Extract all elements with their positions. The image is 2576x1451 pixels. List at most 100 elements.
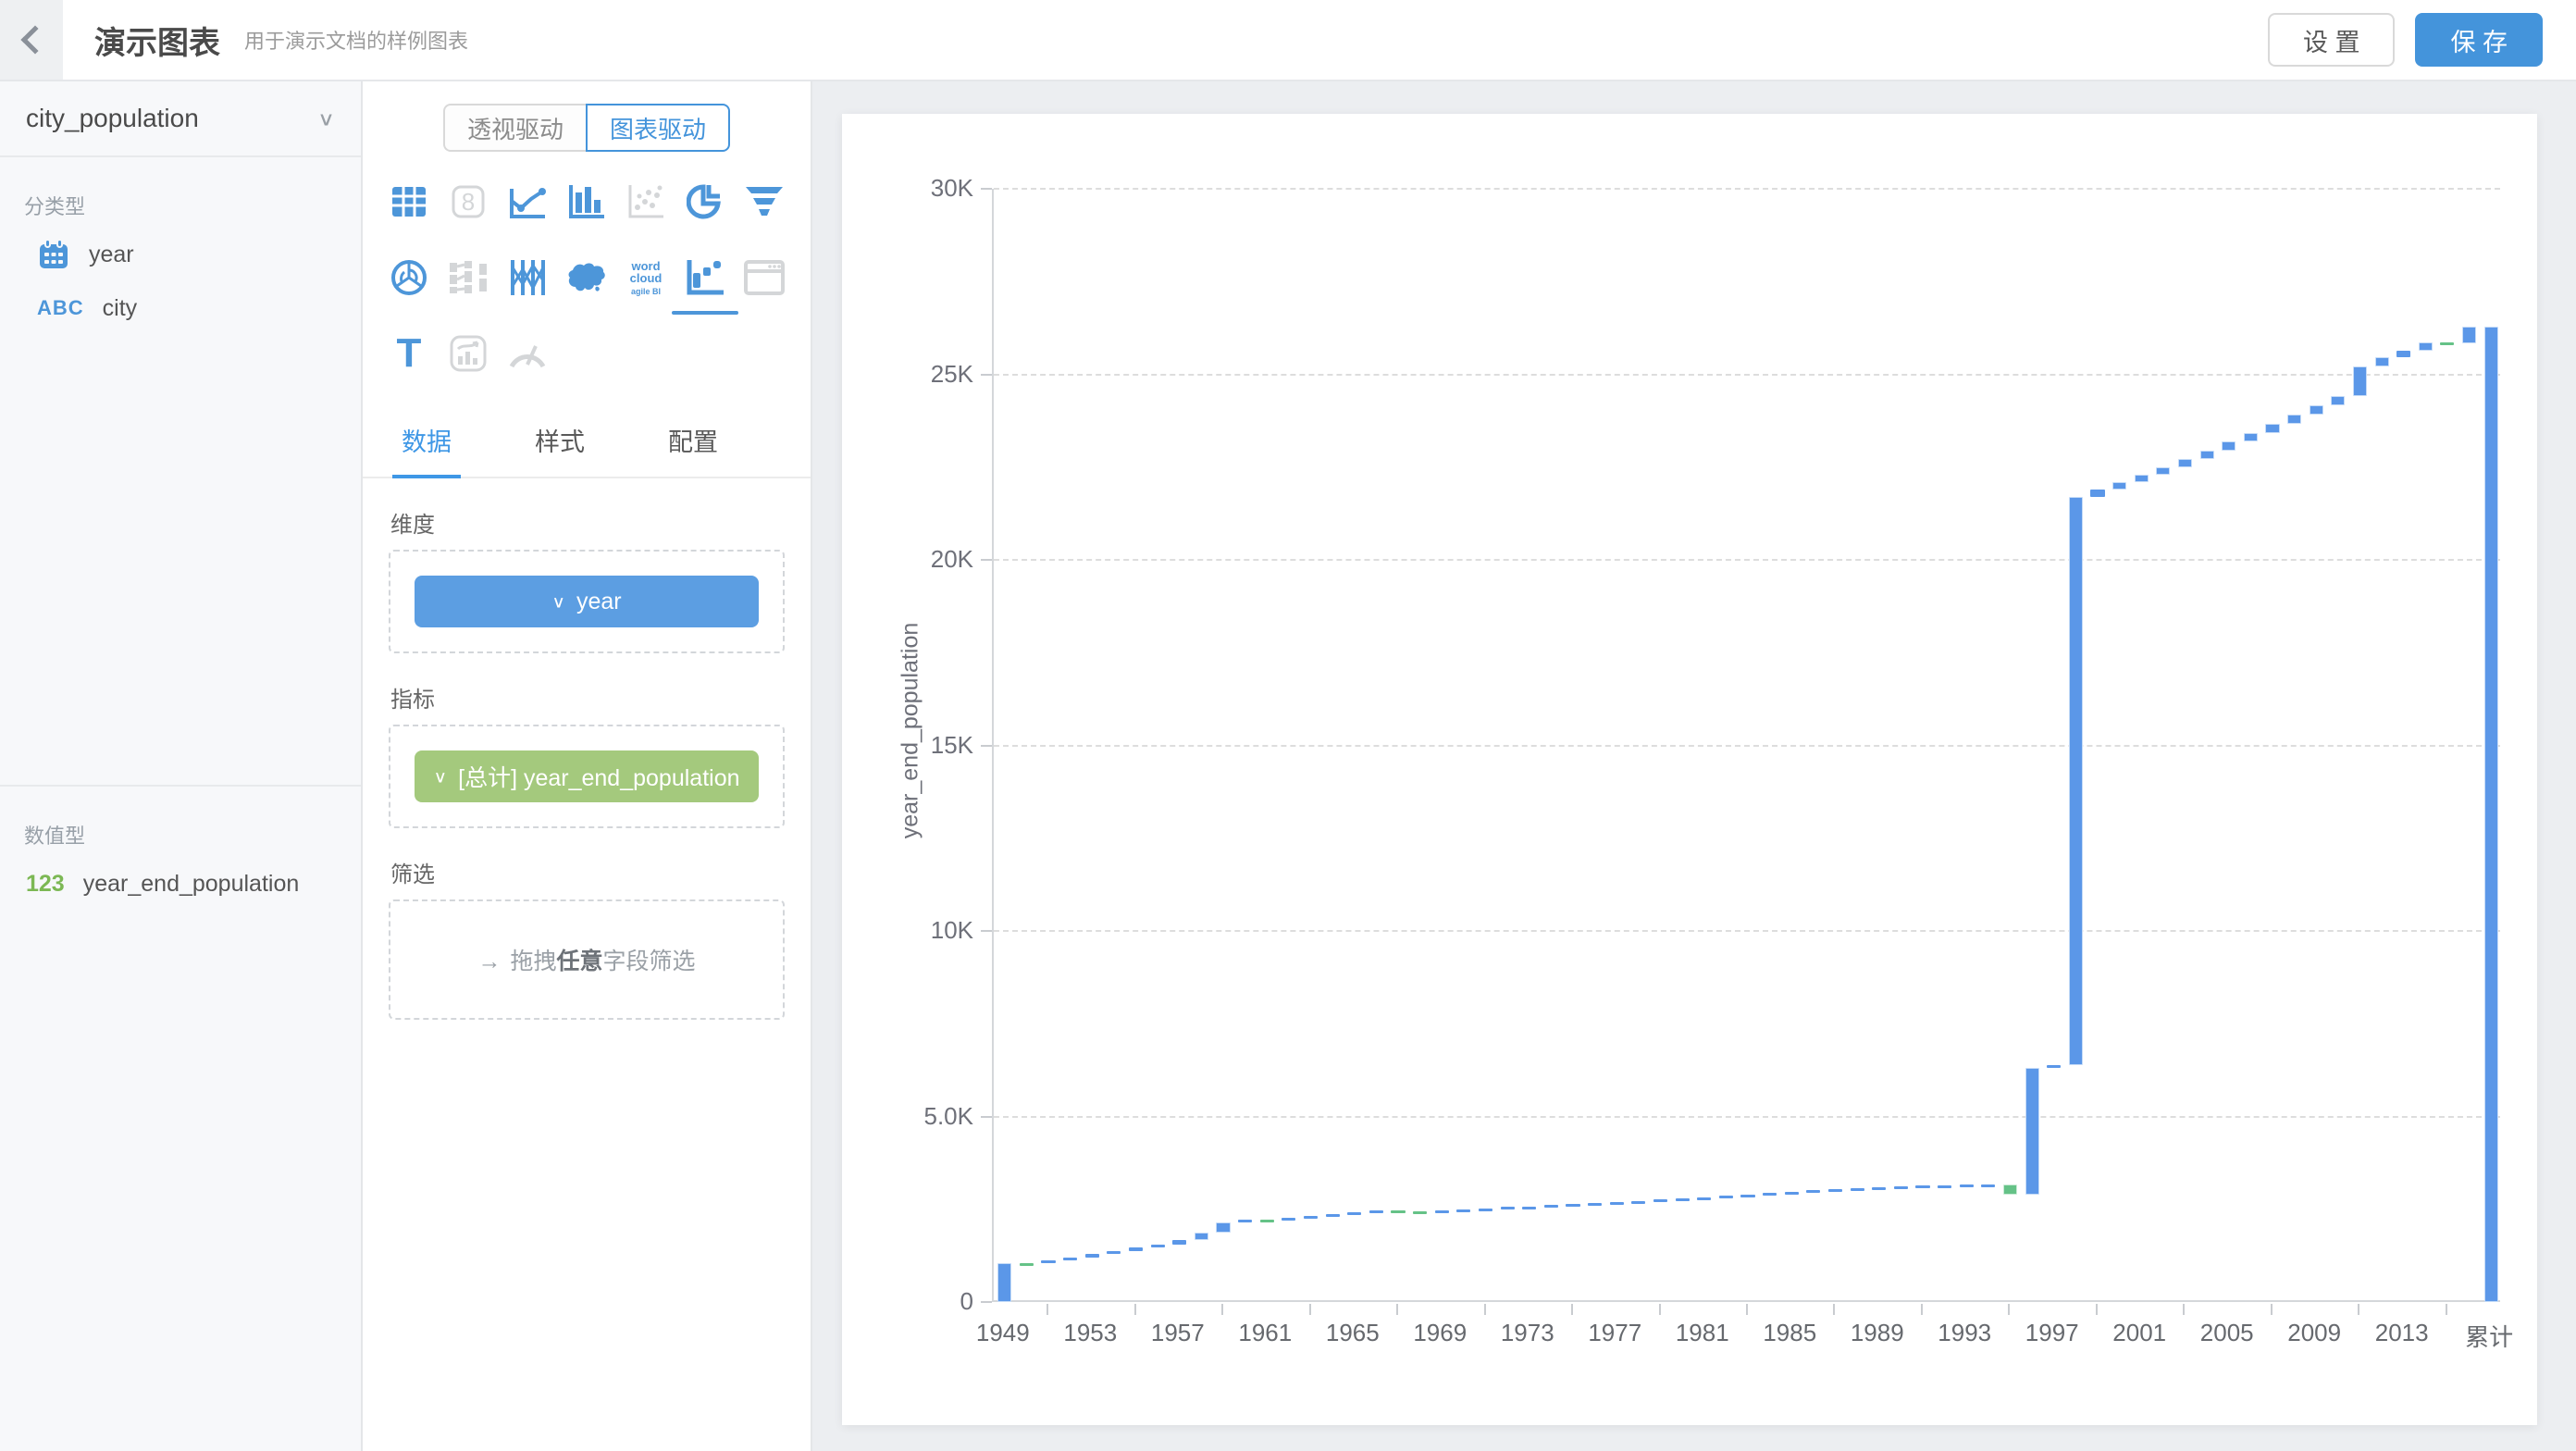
pie-chart-icon[interactable] (675, 176, 735, 228)
tab-data[interactable]: 数据 (392, 407, 461, 478)
score-card-icon[interactable]: 8 (439, 176, 498, 228)
waterfall-bar[interactable] (1588, 1203, 1603, 1207)
waterfall-bar[interactable] (1981, 1184, 1996, 1188)
waterfall-bar[interactable] (1391, 1210, 1406, 1214)
chart-driven-toggle[interactable]: 图表驱动 (586, 104, 731, 152)
measure-drop-zone[interactable]: ∨ [总计] year_end_population (389, 725, 785, 828)
waterfall-bar[interactable] (2374, 357, 2389, 366)
filter-drop-zone[interactable]: → 拖拽任意字段筛选 (389, 899, 785, 1020)
waterfall-bar[interactable] (1194, 1232, 1208, 1241)
dimension-drop-zone[interactable]: ∨ year (389, 550, 785, 653)
tab-config[interactable]: 配置 (668, 428, 718, 456)
waterfall-bar[interactable] (1938, 1185, 1952, 1189)
waterfall-bar[interactable] (2462, 327, 2477, 344)
back-button[interactable] (0, 0, 63, 80)
waterfall-bar[interactable] (1325, 1213, 1340, 1217)
waterfall-bar[interactable] (2025, 1067, 2039, 1195)
waterfall-bar[interactable] (2002, 1184, 2018, 1195)
field-year-end-population[interactable]: 123 year_end_population (0, 857, 361, 911)
waterfall-bar[interactable] (2331, 395, 2346, 405)
waterfall-bar[interactable] (1259, 1219, 1274, 1222)
waterfall-bar[interactable] (2243, 432, 2258, 442)
bar-chart-icon[interactable] (557, 176, 616, 228)
waterfall-bar[interactable] (1653, 1199, 1668, 1203)
scatter-chart-icon[interactable] (616, 176, 675, 228)
waterfall-bar[interactable] (2418, 342, 2433, 352)
field-city[interactable]: ABC city (0, 281, 361, 335)
save-button[interactable]: 保 存 (2415, 13, 2543, 67)
waterfall-bar[interactable] (2287, 414, 2302, 424)
waterfall-bar[interactable] (1347, 1211, 1362, 1215)
waterfall-bar[interactable] (1107, 1250, 1121, 1255)
wordcloud-chart-icon[interactable]: word cloud agile BI (616, 252, 675, 304)
waterfall-bar[interactable] (1150, 1244, 1165, 1248)
waterfall-bar[interactable] (1216, 1222, 1231, 1233)
waterfall-bar[interactable] (997, 1262, 1012, 1302)
waterfall-bar[interactable] (1019, 1262, 1034, 1266)
sankey-chart-icon[interactable] (439, 252, 498, 304)
waterfall-bar[interactable] (1566, 1204, 1580, 1208)
waterfall-bar[interactable] (1740, 1194, 1755, 1197)
dataset-select[interactable]: city_population ∨ (0, 81, 361, 157)
pivot-driven-toggle[interactable]: 透视驱动 (442, 104, 586, 152)
waterfall-bar[interactable] (1041, 1260, 1056, 1264)
waterfall-bar[interactable] (1413, 1210, 1428, 1214)
gauge-chart-icon[interactable] (498, 328, 557, 379)
waterfall-bar[interactable] (1368, 1210, 1383, 1214)
waterfall-chart-icon[interactable] (672, 252, 738, 315)
waterfall-bar[interactable] (1915, 1185, 1930, 1189)
parallel-chart-icon[interactable] (498, 252, 557, 304)
waterfall-bar[interactable] (1675, 1198, 1690, 1202)
waterfall-bar[interactable] (1893, 1186, 1908, 1190)
waterfall-bar[interactable] (1609, 1202, 1624, 1206)
waterfall-bar[interactable] (1084, 1254, 1099, 1258)
waterfall-bar[interactable] (1718, 1195, 1733, 1198)
waterfall-bar[interactable] (1631, 1200, 1646, 1204)
waterfall-bar[interactable] (2222, 441, 2236, 451)
waterfall-bar[interactable] (1850, 1187, 1864, 1191)
field-year[interactable]: year (0, 228, 361, 281)
iframe-chart-icon[interactable] (735, 252, 794, 304)
waterfall-bar[interactable] (1500, 1207, 1515, 1210)
settings-button[interactable]: 设 置 (2267, 13, 2396, 67)
line-chart-icon[interactable] (498, 176, 557, 228)
measure-pill-year-end-population[interactable]: ∨ [总计] year_end_population (415, 750, 759, 802)
waterfall-bar[interactable] (2090, 489, 2105, 497)
waterfall-bar[interactable] (1303, 1215, 1319, 1219)
waterfall-bar[interactable] (2134, 474, 2149, 482)
waterfall-bar[interactable] (1697, 1197, 1712, 1200)
waterfall-chart[interactable]: year_end_population 0 5.0K 10K 15K 20K 25K 30K… (842, 114, 2537, 1425)
waterfall-bar[interactable] (1784, 1191, 1799, 1195)
waterfall-bar[interactable] (1763, 1193, 1777, 1197)
waterfall-bar[interactable] (1543, 1205, 1558, 1209)
waterfall-bar[interactable] (1872, 1187, 1887, 1191)
waterfall-bar[interactable] (2112, 481, 2127, 490)
radar-chart-icon[interactable] (379, 252, 439, 304)
waterfall-bar[interactable] (1063, 1257, 1078, 1261)
waterfall-bar[interactable] (1128, 1247, 1144, 1251)
waterfall-bar[interactable] (1282, 1218, 1296, 1222)
waterfall-bar[interactable] (2352, 366, 2367, 396)
waterfall-bar[interactable] (1522, 1206, 1537, 1209)
waterfall-bar[interactable] (1238, 1219, 1253, 1222)
waterfall-bar[interactable] (1806, 1190, 1821, 1194)
waterfall-bar[interactable] (2068, 496, 2083, 1065)
waterfall-bar[interactable] (2440, 342, 2455, 346)
waterfall-bar[interactable] (1172, 1240, 1187, 1245)
funnel-chart-icon[interactable] (735, 176, 794, 228)
waterfall-bar[interactable] (1827, 1189, 1843, 1193)
waterfall-bar[interactable] (2177, 458, 2192, 467)
waterfall-bar[interactable] (2156, 466, 2171, 475)
combo-chart-icon[interactable] (439, 328, 498, 379)
waterfall-bar[interactable] (2396, 351, 2411, 358)
waterfall-bar[interactable] (1478, 1208, 1493, 1211)
waterfall-bar[interactable] (2047, 1064, 2062, 1068)
waterfall-total-bar[interactable] (2483, 327, 2498, 1302)
waterfall-bar[interactable] (2309, 404, 2323, 415)
waterfall-bar[interactable] (1434, 1209, 1449, 1213)
text-chart-icon[interactable]: T (379, 328, 439, 379)
tab-style[interactable]: 样式 (535, 428, 585, 456)
dimension-pill-year[interactable]: ∨ year (415, 576, 759, 627)
waterfall-bar[interactable] (2265, 423, 2280, 433)
waterfall-bar[interactable] (1456, 1209, 1471, 1212)
